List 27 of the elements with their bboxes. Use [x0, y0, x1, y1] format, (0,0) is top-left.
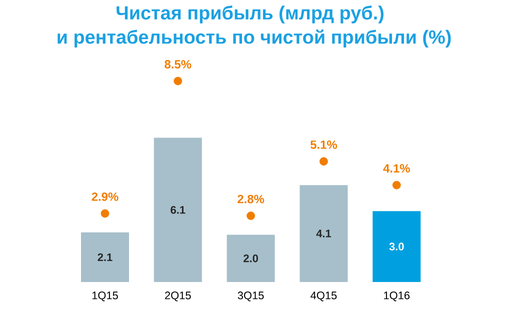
data-label: 2.8%: [238, 194, 264, 204]
data-label: 8.5%: [164, 60, 192, 69]
x-tick-label: 2Q15: [165, 292, 191, 302]
bar: [372, 211, 421, 282]
point: [392, 180, 401, 190]
point: [174, 76, 182, 86]
chart-subtitle: и рентабельность по чистой прибыли (%): [58, 30, 451, 48]
bar: [300, 185, 348, 282]
bar: [154, 138, 202, 282]
data-label: 2.9%: [92, 192, 118, 201]
data-label: 2.1: [98, 253, 112, 261]
x-tick-label: 1Q16: [384, 292, 410, 302]
data-label: 2.0: [244, 254, 258, 262]
chart-title: Чистая прибыль (млрд руб.): [116, 6, 384, 24]
point: [320, 157, 328, 166]
x-tick-label: 4Q15: [310, 292, 337, 302]
point: [100, 209, 110, 218]
data-label: 4.1: [316, 230, 332, 238]
data-label: 6.1: [170, 206, 186, 214]
bar: [226, 234, 275, 282]
data-label: 3.0: [389, 242, 404, 250]
data-label: 4.1%: [383, 164, 410, 173]
x-tick-label: 1Q15: [92, 292, 118, 302]
point: [246, 212, 256, 220]
x-tick-label: 3Q15: [238, 292, 264, 302]
data-label: 5.1%: [310, 140, 338, 149]
bar: [81, 232, 129, 282]
